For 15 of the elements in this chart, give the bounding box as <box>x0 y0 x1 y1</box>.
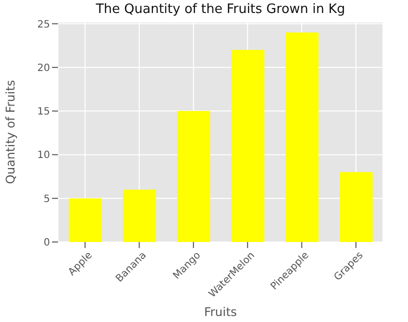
bar <box>231 50 264 242</box>
y-tick-label: 5 <box>44 194 50 205</box>
bar <box>177 111 210 242</box>
y-tick-label: 25 <box>37 19 50 30</box>
x-axis-title: Fruits <box>204 305 237 319</box>
y-axis-title: Quantity of Fruits <box>3 80 18 184</box>
bar <box>123 190 156 242</box>
chart-title: The Quantity of the Fruits Grown in Kg <box>94 2 346 17</box>
y-tick-label: 0 <box>44 238 50 249</box>
bar <box>68 198 102 242</box>
bar <box>286 32 318 242</box>
y-tick-label: 15 <box>37 106 50 118</box>
bar <box>340 172 373 242</box>
y-tick-label: 10 <box>37 150 50 162</box>
y-tick-label: 20 <box>37 62 50 74</box>
